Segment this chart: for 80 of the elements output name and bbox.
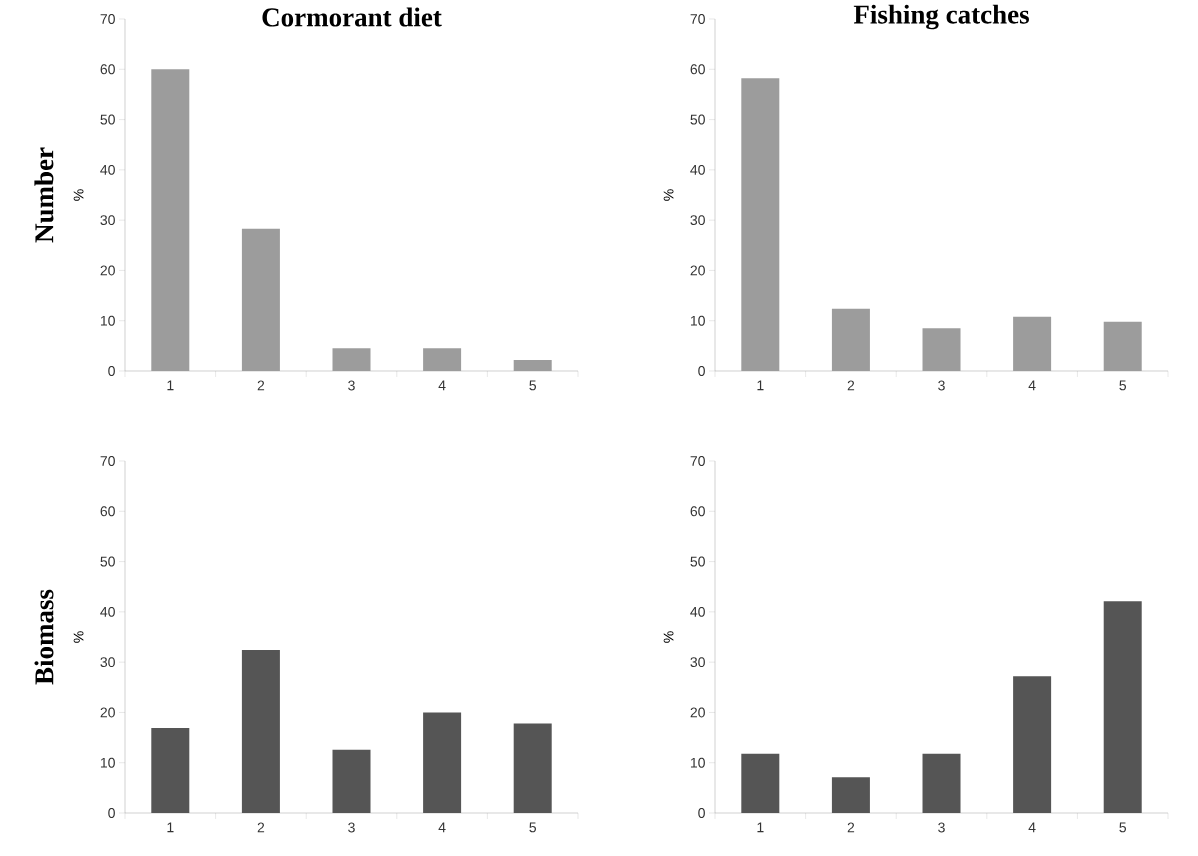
chart-title: Fishing catches bbox=[853, 4, 1029, 30]
bar bbox=[151, 69, 190, 371]
bar bbox=[741, 753, 780, 813]
y-tick-label: 0 bbox=[108, 366, 115, 376]
bar bbox=[513, 723, 552, 813]
y-tick-label: 20 bbox=[690, 707, 705, 718]
x-tick-label: 2 bbox=[847, 822, 855, 833]
y-tick-label: 40 bbox=[100, 606, 115, 617]
y-tick-label: 60 bbox=[100, 64, 115, 75]
y-tick-label: 60 bbox=[690, 506, 705, 517]
x-tick-label: 3 bbox=[348, 822, 355, 833]
bar bbox=[151, 728, 190, 813]
y-axis-title: % bbox=[663, 631, 674, 643]
chart-title: Cormorant diet bbox=[262, 7, 442, 27]
bar bbox=[241, 228, 280, 371]
y-tick-label: 30 bbox=[690, 215, 705, 226]
y-tick-label: 10 bbox=[690, 315, 705, 326]
y-tick-label: 0 bbox=[698, 366, 705, 376]
bar bbox=[423, 348, 462, 371]
x-tick-label: 4 bbox=[438, 380, 446, 391]
bar bbox=[741, 78, 780, 371]
y-tick-label: 40 bbox=[690, 164, 705, 175]
x-tick-label: 2 bbox=[847, 380, 855, 391]
y-tick-label: 50 bbox=[690, 114, 705, 125]
text: Number bbox=[34, 147, 54, 243]
y-tick-label: 60 bbox=[690, 64, 705, 75]
x-tick-label: 4 bbox=[438, 822, 446, 833]
bar bbox=[513, 359, 552, 371]
bar bbox=[922, 753, 961, 813]
bar bbox=[1103, 601, 1142, 813]
x-tick-label: 3 bbox=[938, 822, 945, 833]
y-axis-title: % bbox=[73, 631, 84, 643]
bar bbox=[332, 348, 371, 371]
y-tick-label: 70 bbox=[690, 14, 705, 24]
y-tick-label: 50 bbox=[100, 114, 115, 125]
bar bbox=[332, 749, 371, 813]
x-tick-label: 5 bbox=[529, 380, 537, 391]
text: Biomass bbox=[34, 589, 54, 685]
y-tick-label: 40 bbox=[690, 606, 705, 617]
y-tick-label: 10 bbox=[100, 315, 115, 326]
y-tick-label: 70 bbox=[690, 456, 705, 466]
x-tick-label: 5 bbox=[529, 822, 537, 833]
y-tick-label: 50 bbox=[100, 556, 115, 567]
y-tick-label: 0 bbox=[108, 808, 115, 818]
y-tick-label: 10 bbox=[100, 757, 115, 768]
x-tick-label: 5 bbox=[1119, 380, 1127, 391]
bar bbox=[831, 308, 870, 371]
y-tick-label: 20 bbox=[100, 707, 115, 718]
y-tick-label: 40 bbox=[100, 164, 115, 175]
y-tick-label: 30 bbox=[690, 657, 705, 668]
y-tick-label: 50 bbox=[690, 556, 705, 567]
bar bbox=[241, 650, 280, 813]
y-tick-label: 30 bbox=[100, 215, 115, 226]
y-tick-label: 70 bbox=[100, 14, 115, 24]
bar bbox=[1013, 676, 1052, 813]
x-tick-label: 4 bbox=[1028, 822, 1036, 833]
x-tick-label: 1 bbox=[757, 380, 764, 391]
y-tick-label: 70 bbox=[100, 456, 115, 466]
x-tick-label: 1 bbox=[167, 822, 174, 833]
x-tick-label: 2 bbox=[257, 822, 265, 833]
y-tick-label: 20 bbox=[100, 265, 115, 276]
y-tick-label: 20 bbox=[690, 265, 705, 276]
bar bbox=[1013, 316, 1052, 371]
x-tick-label: 2 bbox=[257, 380, 265, 391]
x-tick-label: 4 bbox=[1028, 380, 1036, 391]
y-axis-title: % bbox=[73, 189, 84, 201]
x-tick-label: 1 bbox=[757, 822, 764, 833]
bar bbox=[423, 712, 462, 813]
y-tick-label: 30 bbox=[100, 657, 115, 668]
bar bbox=[831, 777, 870, 813]
y-tick-label: 10 bbox=[690, 757, 705, 768]
x-tick-label: 5 bbox=[1119, 822, 1127, 833]
y-axis-title: % bbox=[663, 189, 674, 201]
x-tick-label: 3 bbox=[348, 380, 355, 391]
y-tick-label: 0 bbox=[698, 808, 705, 818]
bar bbox=[922, 328, 961, 371]
x-tick-label: 3 bbox=[938, 380, 945, 391]
y-tick-label: 60 bbox=[100, 506, 115, 517]
bar bbox=[1103, 321, 1142, 371]
x-tick-label: 1 bbox=[167, 380, 174, 391]
